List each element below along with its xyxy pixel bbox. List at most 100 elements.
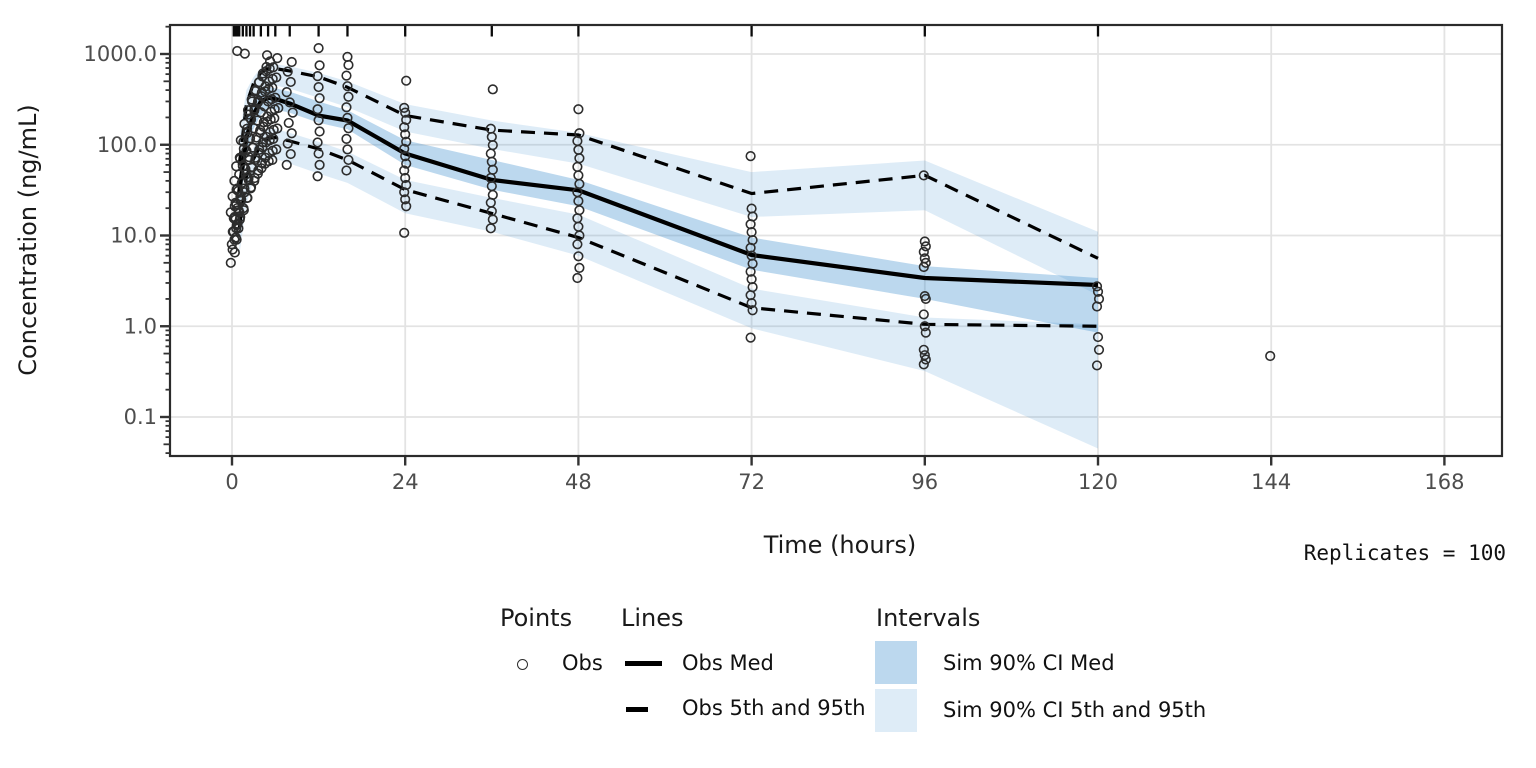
obs-point	[239, 183, 250, 194]
obs-point	[273, 102, 284, 114]
obs-point	[485, 148, 496, 159]
obs-point	[312, 71, 323, 82]
obs-point	[572, 272, 583, 284]
obs-point	[747, 305, 758, 316]
obs-point	[314, 126, 325, 137]
obs-point	[341, 102, 352, 113]
obs-point	[401, 136, 412, 147]
x-tick-label: 72	[738, 470, 765, 494]
obs-point	[399, 227, 410, 238]
obs-point	[1093, 344, 1105, 355]
obs-med-line-key-icon	[625, 661, 662, 666]
obs-point	[246, 94, 257, 105]
obs-point	[238, 203, 249, 214]
obs-point	[342, 81, 353, 92]
obs-point	[574, 205, 585, 216]
obs-point	[401, 75, 412, 86]
obs-point	[270, 92, 281, 103]
obs-point	[261, 50, 273, 61]
obs-point	[746, 274, 757, 285]
band-sim-90-ci-5th	[239, 127, 1099, 449]
obs-point	[286, 128, 297, 139]
obs-point	[343, 59, 354, 71]
y-tick-label: 100.0	[97, 133, 157, 157]
legend-points-header: Points	[500, 604, 573, 632]
obs-point	[267, 154, 278, 166]
x-tick-label: 144	[1251, 470, 1291, 494]
y-axis: 1000.0 100.0 10.0 1.0 0.1	[84, 25, 170, 455]
obs-point	[244, 133, 256, 144]
obs-point	[287, 107, 298, 118]
x-tick-label: 48	[565, 470, 592, 494]
obs-point	[241, 123, 253, 134]
obs-point	[920, 257, 931, 268]
y-axis-title: Concentration (ng/mL)	[14, 104, 42, 375]
y-tick-label: 0.1	[124, 405, 157, 429]
obs-point	[269, 113, 280, 124]
obs-point	[341, 165, 352, 176]
obs-point	[313, 43, 324, 54]
obs-point	[249, 105, 260, 116]
obs-point	[401, 158, 412, 169]
obs-point	[234, 214, 245, 225]
bin-rug	[232, 25, 1100, 37]
obs-point	[399, 143, 410, 155]
legend-obs-med-label: Obs Med	[682, 651, 774, 675]
obs-point	[225, 257, 236, 268]
obs-point	[227, 244, 238, 255]
panel-border	[168, 23, 1504, 458]
legend-sim-ci-med-label: Sim 90% CI Med	[943, 651, 1115, 675]
obs-point	[399, 102, 410, 113]
obs-point	[343, 123, 354, 134]
obs-point	[919, 321, 930, 332]
obs-point	[239, 48, 250, 59]
x-tick-label: 96	[911, 470, 938, 494]
obs-point	[401, 114, 412, 125]
x-axis: 0 24 48 72 96 120 144 168	[225, 457, 1464, 494]
obs-point	[342, 144, 353, 155]
obs-point	[312, 137, 323, 148]
legend-intervals-header: Intervals	[876, 604, 981, 632]
obs-point	[343, 154, 354, 166]
obs-point	[314, 60, 325, 71]
obs-point	[343, 91, 354, 102]
obs-point	[281, 159, 292, 170]
obs-point	[250, 86, 261, 97]
obs-point	[271, 144, 282, 155]
obs-point	[399, 165, 410, 176]
replicates-note: Replicates = 100	[1304, 541, 1506, 565]
obs-point	[918, 170, 929, 181]
obs-point	[314, 159, 325, 170]
obs-point	[400, 172, 411, 184]
obs-point	[400, 107, 411, 118]
obs-point	[342, 51, 353, 62]
band-sim-90-ci-95th	[239, 63, 1099, 296]
obs-point	[918, 309, 929, 320]
sim-ci-bands	[239, 63, 1099, 449]
obs-point	[313, 148, 324, 159]
obs-point-key-icon	[517, 659, 528, 670]
obs-point	[919, 350, 930, 361]
obs-point	[919, 236, 930, 247]
obs-point	[400, 194, 411, 205]
legend-lines-header: Lines	[621, 604, 684, 632]
obs-point	[746, 203, 757, 214]
obs-point	[574, 128, 585, 139]
obs-point	[487, 189, 498, 201]
obs-point	[268, 62, 279, 73]
obs-point	[1265, 350, 1276, 362]
obs-point	[282, 66, 293, 77]
obs-point	[272, 53, 283, 64]
obs-point	[1092, 331, 1104, 343]
y-tick-label: 10.0	[110, 224, 157, 248]
obs-point	[920, 241, 931, 252]
obs-point	[231, 223, 242, 234]
obs-point	[401, 179, 412, 191]
obs-point	[284, 97, 295, 108]
obs-point	[487, 84, 498, 95]
obs-5-95-dash-key-icon	[626, 707, 648, 712]
y-tick-label: 1.0	[124, 314, 157, 338]
obs-point	[313, 81, 324, 93]
